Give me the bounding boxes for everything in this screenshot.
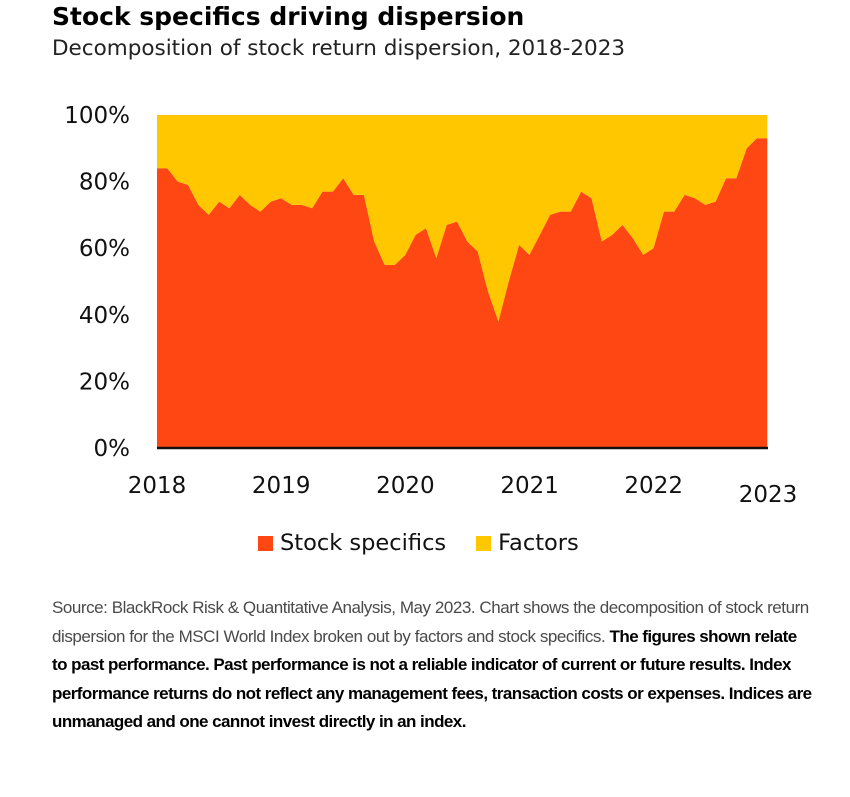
legend-label-factors: Factors bbox=[498, 530, 579, 556]
series-layer bbox=[157, 115, 768, 449]
chart-subtitle: Decomposition of stock return dispersion… bbox=[52, 36, 626, 61]
legend-swatch-stock-specifics bbox=[258, 535, 273, 551]
x-tick-label: 2018 bbox=[128, 473, 187, 499]
legend-swatch-factors bbox=[476, 535, 492, 551]
y-tick-label: 20% bbox=[79, 369, 130, 395]
series-area-stock-specifics bbox=[157, 138, 768, 449]
y-tick-label: 80% bbox=[79, 170, 130, 196]
x-axis: 2018 2019 2020 2021 2022 2023 bbox=[128, 473, 798, 508]
y-tick-label: 100% bbox=[64, 103, 130, 129]
y-axis: 0% 20% 40% 60% 80% 100% bbox=[64, 103, 130, 462]
x-tick-label: 2021 bbox=[500, 473, 559, 499]
legend: Stock specifics Factors bbox=[258, 530, 609, 556]
x-tick-label: 2022 bbox=[624, 473, 683, 499]
x-tick-label: 2023 bbox=[739, 482, 798, 508]
footnote: Source: BlackRock Risk & Quantitative An… bbox=[52, 594, 812, 737]
y-tick-label: 0% bbox=[94, 436, 131, 462]
footnote-source: Source: BlackRock Risk & Quantitative An… bbox=[52, 598, 809, 646]
footnote-disclaimer: The figures shown relate to past perform… bbox=[52, 626, 812, 732]
x-tick-label: 2020 bbox=[376, 473, 435, 499]
y-tick-label: 60% bbox=[79, 236, 130, 262]
chart-area: 0%20%40%60%80%100% 2018 2019 2020 2021 2022 2… bbox=[64, 103, 798, 508]
legend-item-stock-specifics: Stock specifics bbox=[258, 530, 446, 556]
x-tick-label: 2019 bbox=[252, 473, 311, 499]
series-area-factors bbox=[157, 115, 768, 322]
chart-title: Stock specifics driving dispersion bbox=[52, 2, 525, 31]
legend-label-stock-specifics: Stock specifics bbox=[280, 530, 447, 556]
legend-item-factors: Factors bbox=[476, 530, 579, 556]
y-tick-label: 40% bbox=[79, 303, 130, 329]
